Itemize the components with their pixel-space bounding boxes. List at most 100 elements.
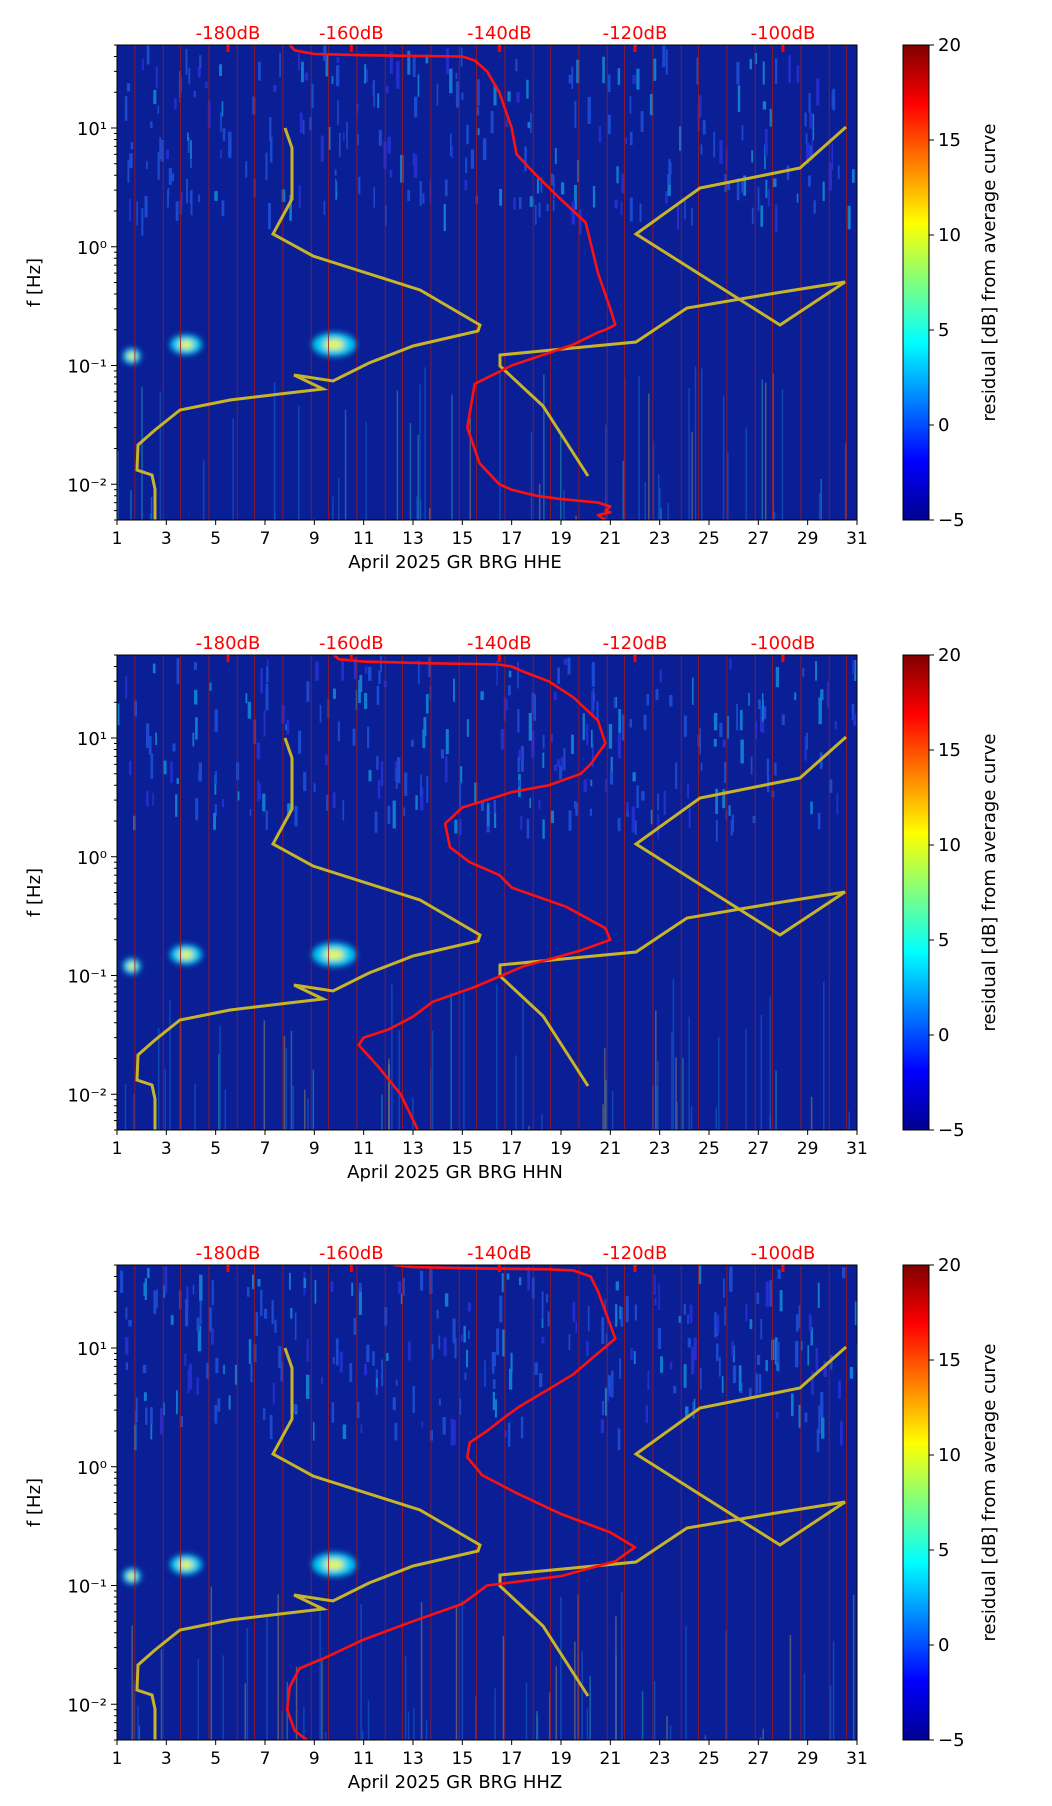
streak-cell [404,1656,407,1740]
streak-cell [324,1732,327,1740]
texture-cell [436,83,439,106]
texture-cell [822,181,825,202]
texture-cell [696,57,699,85]
streak-cell [581,1651,584,1740]
texture-cell [400,154,404,183]
texture-cell [657,793,659,811]
texture-cell [492,1379,496,1390]
db-tick-label: -120dB [603,23,668,44]
texture-cell [493,83,497,106]
texture-cell [810,1327,813,1346]
texture-cell [176,658,180,685]
texture-cell [853,713,857,726]
streak-cell [499,370,501,520]
texture-cell [234,1364,238,1385]
texture-cell [157,105,160,114]
texture-cell [325,54,329,77]
texture-cell [758,1373,762,1394]
streak-cell [407,1711,410,1740]
texture-cell [157,152,160,180]
texture-cell [687,783,689,799]
streak-cell [431,1030,434,1130]
streak-cell [602,1104,604,1130]
texture-cell [553,764,558,772]
streak-cell [164,1068,166,1130]
texture-cell [683,1304,687,1315]
texture-cell [526,79,529,99]
blob-core [178,1560,194,1570]
texture-cell [559,766,562,780]
texture-cell [221,799,225,808]
streak-cell [273,382,276,520]
texture-cell [124,96,128,121]
db-axis: -180dB -160dB -140dB -120dB -100dB [196,23,815,52]
streak-cell [829,1685,832,1740]
texture-cell [730,819,734,836]
texture-cell [508,1422,511,1448]
texture-cell [539,1373,543,1387]
texture-cell [700,144,703,155]
texture-cell [454,819,458,834]
texture-cell [342,132,345,142]
x-tick-label: 31 [846,529,868,549]
texture-cell [328,126,331,151]
texture-cell [392,1397,396,1411]
texture-cell [749,58,753,70]
streak-cell [365,422,367,520]
texture-cell [358,176,361,195]
colorbar: 20 15 10 5 0 −5 residual [dB] from average cur… [902,35,1000,531]
streak-cell [667,503,669,520]
streak-cell [283,1036,286,1130]
texture-cell [607,1375,612,1397]
texture-cell [631,806,635,833]
texture-cell [438,1398,441,1406]
texture-cell [365,68,369,83]
texture-cell [156,1289,158,1309]
texture-cell [163,760,167,775]
texture-cell [699,727,702,755]
texture-cell [716,1314,720,1335]
streak-cell [820,479,822,520]
streak-cell [760,1014,763,1130]
texture-cell [221,101,224,117]
texture-cell [660,1356,664,1373]
texture-cell [590,730,593,748]
streak-cell [515,1055,517,1130]
texture-cell [175,794,178,817]
streak-cell [682,1057,684,1130]
nlnm-line [135,737,482,1130]
texture-cell [453,678,455,702]
x-tick-label: 23 [649,1749,671,1769]
texture-cell [692,677,694,705]
texture-cell [452,1318,456,1344]
texture-cell [811,1371,814,1396]
texture-cell [852,659,855,675]
x-tick-label: 5 [210,1749,221,1769]
texture-cell [614,199,618,209]
texture-cell [186,1286,189,1309]
texture-cell [851,704,855,721]
texture-cell [367,666,372,681]
texture-cell [258,783,261,800]
plot-area [117,45,857,520]
texture-cell [465,157,468,174]
texture-cell [463,1325,466,1343]
texture-cell [332,1357,335,1364]
streak-cell [137,1705,139,1740]
texture-cell [806,732,808,750]
x-tick-label: 11 [353,1749,375,1769]
texture-cell [152,792,154,806]
texture-cell [455,81,460,108]
streak-cell [133,1680,135,1740]
texture-cell [837,165,840,180]
streak-cell [586,1708,589,1740]
texture-cell [265,152,268,181]
streak-cell [775,1070,777,1130]
texture-cell [359,675,363,693]
texture-cell [504,1430,507,1438]
texture-cell [587,96,591,124]
texture-cell [337,100,339,125]
texture-cell [636,785,639,809]
streak-cell [210,1586,213,1740]
x-tick-label: 7 [260,1139,271,1159]
